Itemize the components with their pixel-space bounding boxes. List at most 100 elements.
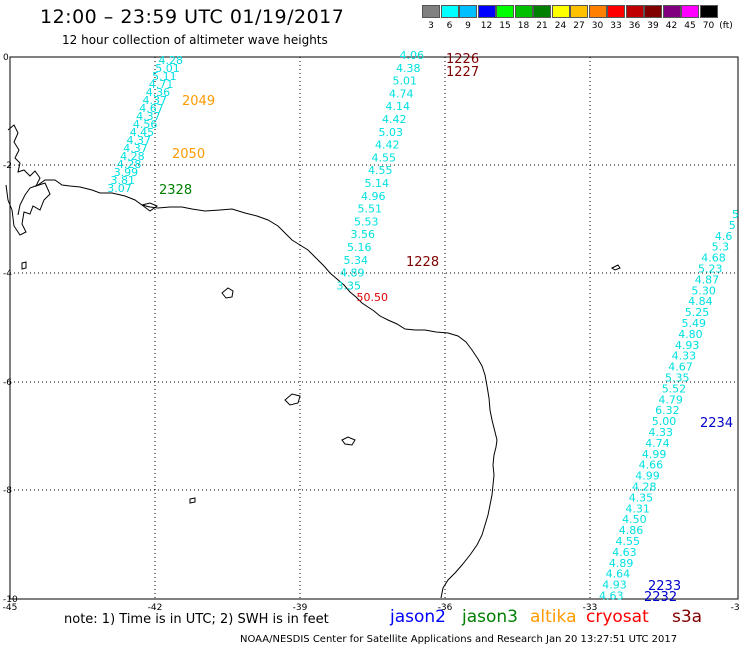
wave-height-value: 3.07	[107, 182, 132, 195]
wave-height-value: 5.30	[691, 284, 716, 297]
legend-swatch	[607, 5, 625, 18]
legend-label: 15	[499, 21, 511, 31]
small-island-6	[21, 261, 27, 270]
wave-height-value: 5.11	[152, 70, 177, 83]
legend-swatch	[496, 5, 514, 18]
wave-height-value: 4.89	[340, 267, 365, 280]
legend-label: 6	[446, 21, 453, 31]
wave-height-value: 4.64	[606, 568, 631, 581]
wave-height-value: 4.45	[130, 126, 155, 139]
wave-height-value: 4.42	[382, 113, 407, 126]
satellite-s3a: s3a	[672, 607, 703, 627]
legend-swatch	[514, 5, 533, 18]
wave-height-value: 3.35	[337, 279, 362, 292]
wave-height-value: 4.87	[695, 273, 720, 286]
map-frame	[9, 56, 739, 600]
pass-time-label: 1226	[446, 52, 479, 67]
wave-height-value: 50.50	[357, 291, 389, 304]
legend-swatch	[440, 5, 459, 18]
wave-height-value: 4.50	[622, 513, 647, 526]
legend-swatch	[699, 5, 718, 18]
wave-height-value: 4.67	[668, 361, 693, 374]
map-subtitle: 12 hour collection of altimeter wave hei…	[62, 33, 328, 47]
wave-height-value: 5	[732, 208, 739, 221]
wave-height-value: 4.55	[372, 151, 397, 164]
wave-height-value: 6.32	[655, 404, 680, 417]
latitude-label: -2	[3, 161, 12, 171]
legend-label: 70	[702, 21, 715, 31]
small-island-5	[140, 202, 159, 212]
pass-time-label: 1228	[406, 255, 439, 270]
small-island-7	[189, 497, 196, 504]
pass-time-label: 2328	[159, 183, 192, 198]
longitude-label: -36	[438, 603, 453, 613]
legend-label: 36	[628, 21, 641, 31]
wave-height-value: 4.33	[649, 426, 674, 439]
wave-height-value: 5.49	[682, 317, 707, 330]
wave-height-value: 4.28	[120, 150, 145, 163]
latitude-label: 0	[3, 53, 9, 63]
wave-height-value: 4.36	[146, 86, 171, 99]
longitude-label: -33	[583, 603, 598, 613]
wave-height-value: 5.35	[665, 372, 690, 385]
wave-height-value: 5.03	[379, 126, 404, 139]
legend-swatch	[662, 5, 681, 18]
wave-height-value: 5.01	[155, 62, 180, 75]
wave-height-value: 4.86	[619, 524, 644, 537]
wave-height-value: 4.38	[396, 62, 421, 75]
longitude-label: -39	[293, 603, 308, 613]
axis-labels: 0 -2 -4 -6 -8 -10-45 -42 -39 -36 -33 -30	[3, 53, 740, 613]
wave-height-value: 4.63	[612, 546, 637, 559]
wave-height-value: 4.35	[629, 491, 654, 504]
latitude-label: -10	[3, 595, 18, 605]
wave-height-value: 5.25	[685, 306, 710, 319]
legend-label: 42	[665, 21, 678, 31]
wave-height-value: 4.63	[599, 590, 624, 603]
latitude-label: -6	[3, 378, 12, 388]
legend-swatch	[681, 5, 699, 18]
legend-label: 9	[465, 21, 471, 31]
wave-height-value: 3.99	[114, 166, 139, 179]
small-island-3	[341, 436, 356, 446]
wave-height-value: 4.74	[389, 87, 414, 100]
satellite-altika: altika	[530, 607, 577, 627]
legend-swatch	[588, 5, 607, 18]
grid-lines	[10, 57, 738, 599]
wave-height-value: 4.14	[386, 100, 411, 113]
small-island-4	[611, 264, 621, 271]
wave-height-value: 4.56	[133, 118, 158, 131]
coastline	[5, 124, 621, 599]
legend-label: 39	[647, 21, 659, 31]
wave-height-value: 4.31	[625, 502, 650, 515]
wave-height-value: 4.55	[368, 164, 393, 177]
wave-height-tracks: 4.285.015.114.714.364.374.674.374.564.45…	[107, 49, 739, 603]
wave-height-value: 4.28	[159, 54, 184, 67]
small-island-2	[284, 393, 301, 406]
legend-label: 30	[591, 21, 604, 31]
legend-label: 12	[480, 21, 493, 31]
wave-height-value: 4.6	[715, 230, 733, 243]
wave-height-value: 4.89	[609, 557, 634, 570]
credit-line: NOAA/NESDIS Center for Satellite Applica…	[240, 634, 678, 645]
legend-label: 21	[536, 21, 548, 31]
wave-height-value: 5	[729, 219, 736, 232]
legend-swatch	[459, 5, 477, 18]
wave-height-value: 4.80	[678, 328, 703, 341]
wave-height-value: 5.3	[712, 241, 730, 254]
longitude-label: -45	[3, 603, 18, 613]
wave-height-value: 4.79	[658, 393, 683, 406]
wave-height-value: 4.55	[616, 535, 641, 548]
longitude-label: -42	[148, 603, 163, 613]
legend-swatch	[422, 5, 440, 18]
wave-height-value: 5.16	[347, 241, 372, 254]
legend-label: 45	[684, 21, 696, 31]
legend-swatch	[551, 5, 570, 18]
pass-time-label: 2050	[172, 147, 205, 162]
wave-height-value: 4.68	[701, 252, 726, 265]
legend-swatch	[625, 5, 644, 18]
brazil-coastline	[17, 179, 498, 599]
wave-height-value: 5.34	[344, 254, 369, 267]
legend-unit: (ft)	[719, 21, 733, 31]
pass-time-label: 2232	[644, 590, 677, 605]
